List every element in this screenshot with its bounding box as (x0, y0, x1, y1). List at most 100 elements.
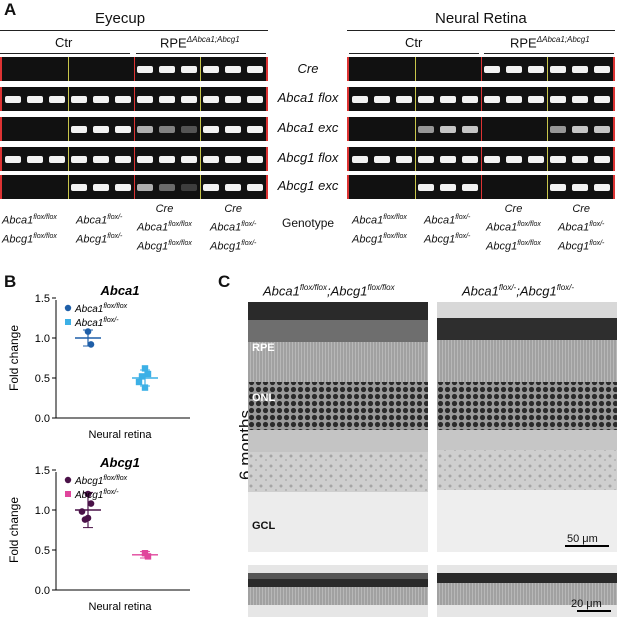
retina-rpe-label: RPEΔAbca1;Abcg1 (510, 35, 590, 51)
gel-band (71, 156, 87, 163)
gel-lane-divider (547, 175, 548, 199)
gel-band (71, 126, 87, 133)
scale-bar-20-label: 20 μm (571, 598, 602, 610)
gel-lane-divider (68, 175, 69, 199)
gel-lane-divider (481, 175, 482, 199)
gel-eyecup-row-3 (0, 147, 268, 171)
gel-band (462, 156, 478, 163)
gel-band (484, 66, 500, 73)
gel-band (225, 184, 241, 191)
layer-label-rpe: RPE (252, 342, 275, 354)
abcg1-fold-change-chart: Abcg1 0.0 0.5 1.0 1.5 Fold change Neural retin… (7, 455, 190, 613)
gel-eyecup-row-2 (0, 117, 268, 141)
gel-band (115, 126, 131, 133)
layer-label-gcl: GCL (252, 520, 276, 532)
gel-band (374, 96, 390, 103)
y-axis-label: Fold change (7, 497, 21, 563)
gel-band (396, 156, 412, 163)
gel-band (203, 126, 219, 133)
panel-b-label: B (4, 272, 17, 291)
y-tick-label: 1.5 (35, 293, 50, 305)
legend-marker (65, 491, 71, 497)
legend-marker (64, 476, 72, 484)
data-point (87, 500, 95, 507)
gel-band (374, 156, 390, 163)
chart-title: Abcg1 (99, 455, 140, 470)
gel-retina-row-2 (347, 117, 615, 141)
gel-band (572, 126, 588, 133)
genotype-cre-floxflox: Cre Abca1flox/flox Abcg1flox/flox (137, 203, 192, 253)
gel-band (572, 66, 588, 73)
gel-lane-divider (481, 147, 482, 171)
histology-left-title: Abca1flox/flox;Abcg1flox/flox (263, 283, 395, 299)
gel-band (418, 126, 434, 133)
gel-band (159, 96, 175, 103)
gel-band (247, 96, 263, 103)
gel-retina-row-1 (347, 87, 615, 111)
gel-lane-divider (200, 87, 201, 111)
y-axis-label: Fold change (7, 325, 21, 391)
data-point (138, 373, 146, 380)
y-tick-label: 1.0 (35, 333, 50, 345)
x-axis-label: Neural retina (89, 429, 153, 441)
gel-band (181, 126, 197, 133)
genotype-retina-cre-floxminus: Cre Abca1flox/- Abcg1flox/- (558, 203, 605, 253)
gel-band (352, 96, 368, 103)
gel-band (203, 184, 219, 191)
legend-entry: Abcg1flox/flox (74, 475, 128, 487)
gel-row-label-cre: Cre (297, 61, 319, 76)
gel-band (225, 156, 241, 163)
gel-lane-divider (134, 117, 135, 141)
eyecup-rpe-label: RPEΔAbca1;Abcg1 (160, 35, 240, 51)
data-point (84, 490, 92, 498)
gel-band (203, 66, 219, 73)
gel-eyecup-row-1 (0, 87, 268, 111)
genotype-retina-ctr-floxminus: Abca1flox/- Abcg1flox/- (424, 214, 471, 246)
gel-band (462, 126, 478, 133)
gel-band (247, 126, 263, 133)
gel-eyecup-row-0 (0, 57, 268, 81)
data-point (87, 341, 95, 348)
gel-lane-divider (415, 57, 416, 81)
retina-title-line (347, 30, 615, 31)
gel-row-label-abca1-flox: Abca1 flox (277, 90, 339, 105)
gel-band (572, 184, 588, 191)
gel-band (93, 156, 109, 163)
retina-rpe-line (484, 53, 614, 54)
gel-band (181, 66, 197, 73)
gel-band (49, 96, 65, 103)
gel-lane-divider (68, 147, 69, 171)
gel-row-label-abcg1-exc: Abcg1 exc (277, 178, 339, 193)
gel-band (594, 66, 610, 73)
retina-ctr-line (349, 53, 479, 54)
layer-label-onl: ONL (252, 392, 276, 404)
legend-sup: flox/flox (103, 303, 127, 310)
eyecup-rpe-line (136, 53, 266, 54)
gel-band (550, 184, 566, 191)
gel-band (484, 96, 500, 103)
retina-ctr-label: Ctr (405, 35, 423, 50)
gel-lane-divider (481, 57, 482, 81)
gel-band (418, 96, 434, 103)
gel-band (5, 156, 21, 163)
gel-lane-divider (134, 147, 135, 171)
data-point (135, 378, 143, 386)
gel-lane-divider (200, 57, 201, 81)
gel-lane-divider (68, 57, 69, 81)
gel-band (506, 66, 522, 73)
gel-lane-divider (415, 175, 416, 199)
gel-band (137, 66, 153, 73)
eyecup-ctr-label: Ctr (55, 35, 73, 50)
gel-lane-divider (68, 117, 69, 141)
gel-band (115, 184, 131, 191)
gel-row-label-abcg1-flox: Abcg1 flox (277, 150, 339, 165)
data-point (141, 365, 149, 372)
genotype-cre-floxminus: Cre Abca1flox/- Abcg1flox/- (210, 203, 257, 253)
gel-band (137, 96, 153, 103)
eyecup-title: Eyecup (95, 10, 146, 27)
genotype-retina-ctr-floxflox: Abca1flox/flox Abcg1flox/flox (352, 214, 407, 246)
gel-band (528, 96, 544, 103)
gel-band (181, 156, 197, 163)
gel-band (462, 184, 478, 191)
y-tick-label: 0.0 (35, 585, 50, 597)
